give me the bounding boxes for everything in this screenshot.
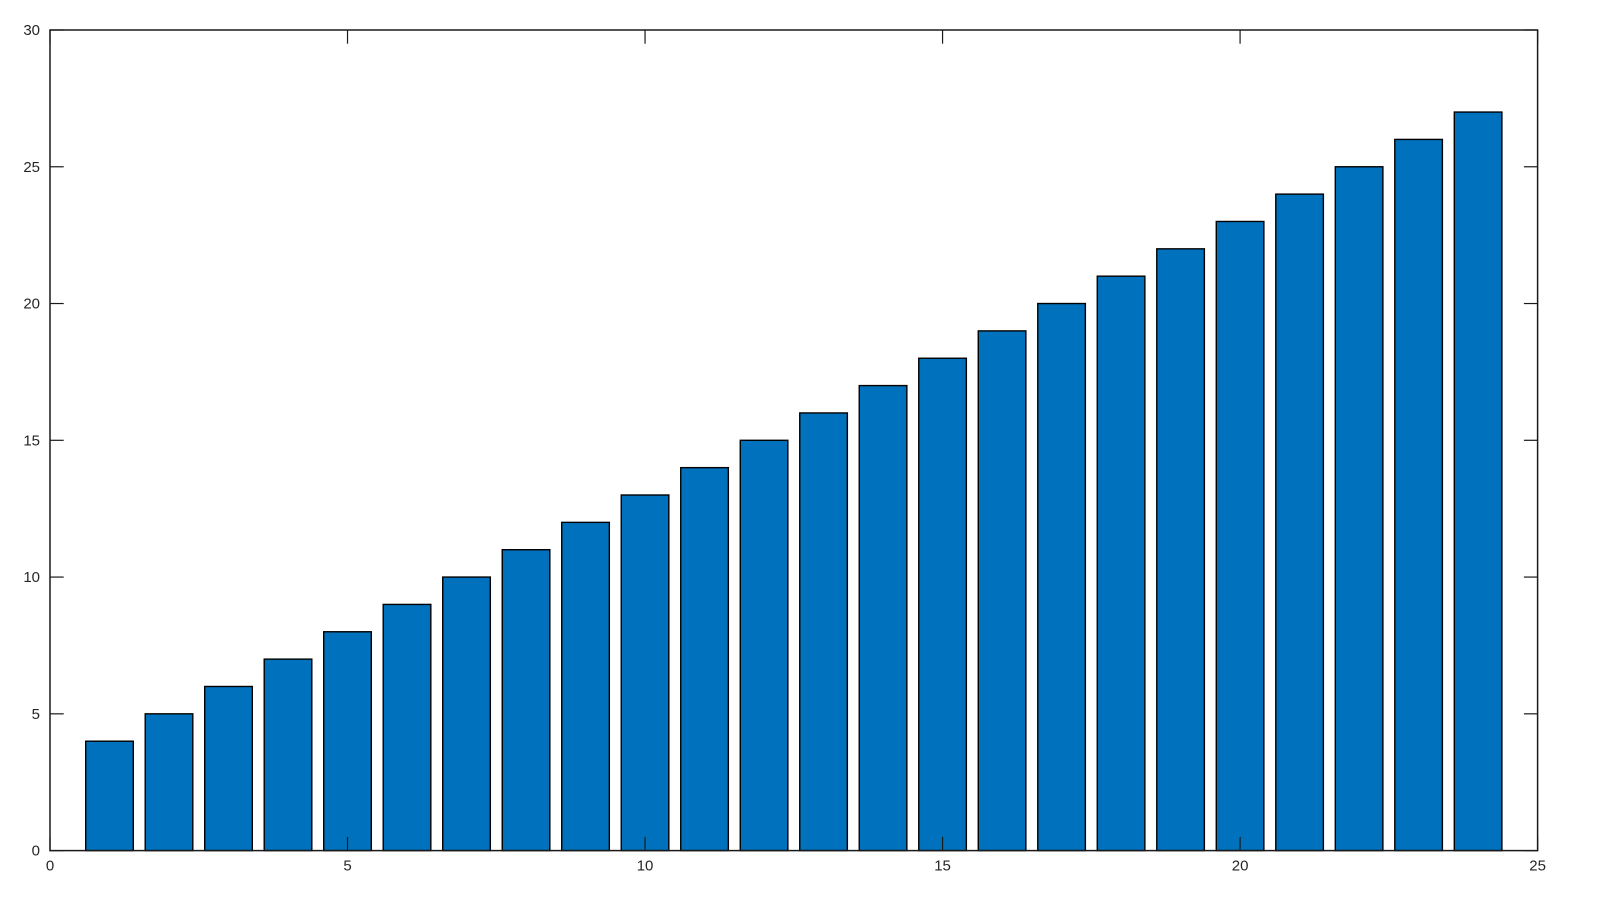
svg-text:15: 15: [23, 432, 40, 449]
svg-text:10: 10: [23, 569, 40, 586]
svg-text:15: 15: [934, 858, 951, 875]
svg-text:5: 5: [343, 858, 351, 875]
svg-text:25: 25: [1529, 858, 1546, 875]
svg-text:20: 20: [23, 296, 40, 313]
svg-text:5: 5: [32, 706, 40, 723]
svg-text:0: 0: [46, 858, 54, 875]
svg-text:0: 0: [32, 843, 40, 860]
svg-text:25: 25: [23, 159, 40, 176]
svg-text:10: 10: [637, 858, 654, 875]
svg-text:30: 30: [23, 22, 40, 39]
svg-text:20: 20: [1232, 858, 1249, 875]
